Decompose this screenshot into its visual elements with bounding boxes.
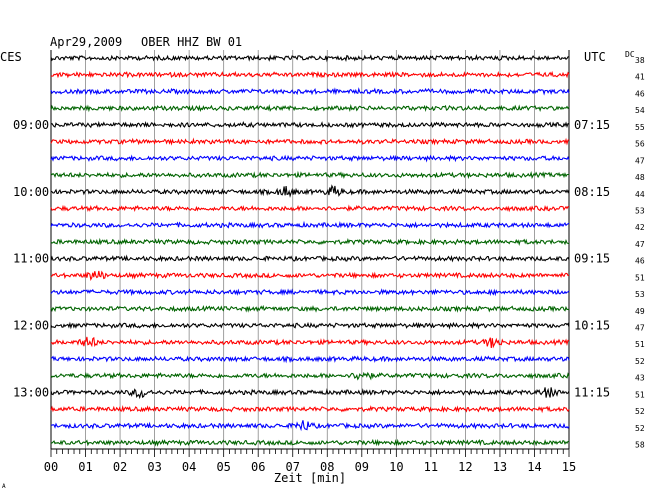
trace-row	[50, 404, 570, 414]
left-hour-label: 09:00	[13, 118, 49, 132]
dc-value: 42	[635, 223, 645, 232]
left-hour-label: 13:00	[13, 385, 49, 399]
x-tick-label: 02	[113, 460, 127, 474]
dc-value: 38	[635, 56, 645, 65]
dc-value: 54	[635, 106, 645, 115]
dc-value: 53	[635, 206, 645, 215]
x-tick-label: 13	[493, 460, 507, 474]
dc-value: 51	[635, 273, 645, 282]
station-label: OBER HHZ BW 01	[141, 35, 242, 49]
right-timezone-label: UTC	[584, 50, 606, 64]
trace-row	[50, 387, 570, 400]
trace-row	[50, 420, 570, 432]
x-tick-label: 01	[78, 460, 92, 474]
left-timezone-label: CES	[0, 50, 22, 64]
x-tick-label: 08	[320, 460, 334, 474]
x-tick-label: 15	[562, 460, 576, 474]
trace-row	[50, 270, 570, 282]
dc-value: 46	[635, 89, 645, 98]
right-hour-label: 10:15	[574, 319, 610, 333]
dc-header-label: DC	[625, 50, 635, 59]
trace-row	[50, 355, 570, 364]
trace-row	[50, 220, 570, 229]
trace-row	[50, 371, 570, 381]
dc-value: 48	[635, 173, 645, 182]
x-tick-label: 03	[147, 460, 161, 474]
trace-row	[50, 154, 570, 163]
dc-value: 47	[635, 156, 645, 165]
x-tick-label: 06	[251, 460, 265, 474]
dc-value: 44	[635, 190, 645, 199]
trace-layer	[50, 54, 570, 447]
x-axis-title: Zeit [min]	[274, 471, 346, 485]
trace-row	[50, 70, 570, 79]
trace-row	[50, 54, 570, 63]
trace-row	[50, 120, 569, 129]
left-hour-label: 12:00	[13, 319, 49, 333]
trace-row	[50, 304, 570, 313]
dc-value: 49	[635, 307, 645, 316]
trace-row	[50, 184, 570, 198]
x-tick-label: 14	[527, 460, 541, 474]
dc-value: 52	[635, 357, 645, 366]
dc-value: 47	[635, 324, 645, 333]
corner-mark: A	[2, 483, 6, 490]
trace-row	[50, 288, 570, 297]
trace-row	[50, 87, 570, 96]
dc-value: 58	[635, 441, 645, 450]
right-hour-label: 09:15	[574, 252, 610, 266]
x-tick-label: 09	[355, 460, 369, 474]
grid-lines	[50, 50, 570, 449]
x-tick-label: 00	[44, 460, 58, 474]
right-hour-label: 08:15	[574, 185, 610, 199]
trace-row	[50, 254, 570, 263]
trace-row	[50, 438, 570, 447]
dc-value: 55	[635, 123, 645, 132]
right-hour-label: 07:15	[574, 118, 610, 132]
left-hour-label: 11:00	[13, 252, 49, 266]
dc-value: 52	[635, 407, 645, 416]
date-label: Apr29,2009	[50, 35, 122, 49]
trace-row	[50, 237, 570, 247]
x-tick-label: 11	[424, 460, 438, 474]
x-tick-label: 07	[286, 460, 300, 474]
dc-value: 53	[635, 290, 645, 299]
x-tick-label: 12	[458, 460, 472, 474]
trace-row	[50, 170, 570, 180]
dc-value: 47	[635, 240, 645, 249]
x-tick-label: 10	[389, 460, 403, 474]
dc-value: 43	[635, 374, 645, 383]
x-tick-label: 04	[182, 460, 196, 474]
dc-value: 51	[635, 340, 645, 349]
left-hour-label: 10:00	[13, 185, 49, 199]
trace-row	[50, 103, 570, 113]
right-hour-label: 11:15	[574, 385, 610, 399]
dc-value: 46	[635, 257, 645, 266]
dc-value: 51	[635, 390, 645, 399]
dc-value: 41	[635, 73, 645, 82]
dc-value: 52	[635, 424, 645, 433]
dc-value: 56	[635, 140, 645, 149]
hour-labels: 38 41 46 54 55 56 47 48 44 53 42 47 46 51 53 49 47 51 52 43…	[13, 56, 645, 450]
trace-row	[50, 137, 570, 146]
trace-row	[50, 321, 570, 330]
x-tick-label: 05	[216, 460, 230, 474]
trace-row	[50, 336, 570, 349]
time-axis: 00 01 02 03 04 05 06 07 08 09 10 11 12 13 14 15	[44, 448, 576, 474]
trace-row	[50, 204, 570, 213]
